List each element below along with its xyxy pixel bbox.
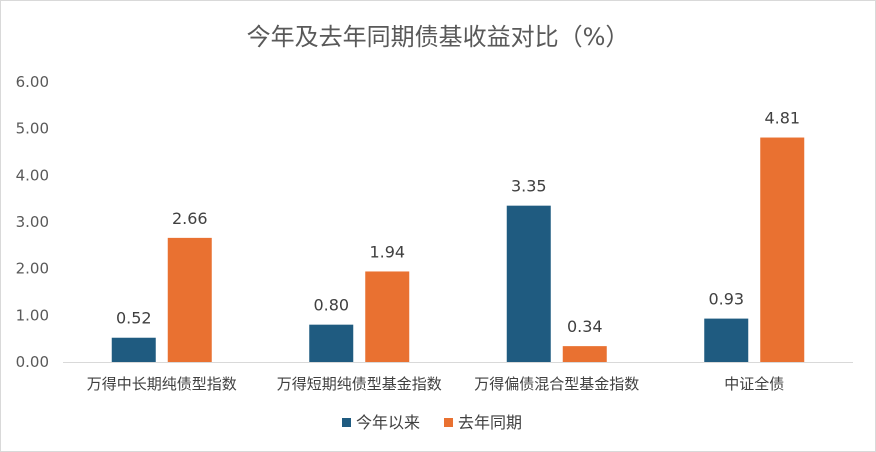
data-labels: 0.52 2.66 0.80 1.94 3.35 0.34 0.93 4.81 <box>116 109 800 337</box>
y-tick-label: 3.00 <box>16 213 49 231</box>
data-label: 1.94 <box>369 242 405 261</box>
chart-title: 今年及去年同期债基收益对比（%） <box>247 23 630 51</box>
category-label: 中证全债 <box>724 375 784 393</box>
y-tick-label: 6.00 <box>16 73 49 91</box>
y-tick-label: 4.00 <box>16 166 49 184</box>
legend-swatch <box>342 418 351 427</box>
bars <box>111 137 805 362</box>
y-tick-label: 0.00 <box>16 353 49 371</box>
y-tick-label: 1.00 <box>16 306 49 324</box>
category-label: 万得短期纯债型基金指数 <box>277 375 442 393</box>
data-label: 0.52 <box>116 309 152 328</box>
data-label: 2.66 <box>172 209 208 228</box>
legend: 今年以来 去年同期 <box>342 413 522 432</box>
data-label: 0.93 <box>708 290 744 309</box>
legend-label: 去年同期 <box>458 413 522 432</box>
y-tick-label: 2.00 <box>16 260 49 278</box>
bar-this-year <box>506 205 551 362</box>
bar-this-year <box>704 318 749 362</box>
bar-this-year <box>111 337 156 362</box>
data-label: 0.80 <box>313 296 349 315</box>
category-labels: 万得中长期纯债型指数 万得短期纯债型基金指数 万得偏债混合型基金指数 中证全债 <box>87 375 785 393</box>
category-label: 万得中长期纯债型指数 <box>87 375 237 393</box>
legend-label: 今年以来 <box>356 413 420 432</box>
data-label: 0.34 <box>567 317 603 336</box>
legend-swatch <box>444 418 453 427</box>
y-axis-ticks: 0.00 1.00 2.00 3.00 4.00 5.00 6.00 <box>16 73 49 371</box>
bar-last-year <box>760 137 805 362</box>
bar-last-year <box>365 271 410 362</box>
y-tick-label: 5.00 <box>16 120 49 138</box>
bar-last-year <box>562 346 607 362</box>
data-label: 4.81 <box>764 109 800 128</box>
data-label: 3.35 <box>511 177 547 196</box>
category-label: 万得偏债混合型基金指数 <box>474 375 639 393</box>
bar-this-year <box>309 324 354 362</box>
bar-last-year <box>167 237 212 362</box>
